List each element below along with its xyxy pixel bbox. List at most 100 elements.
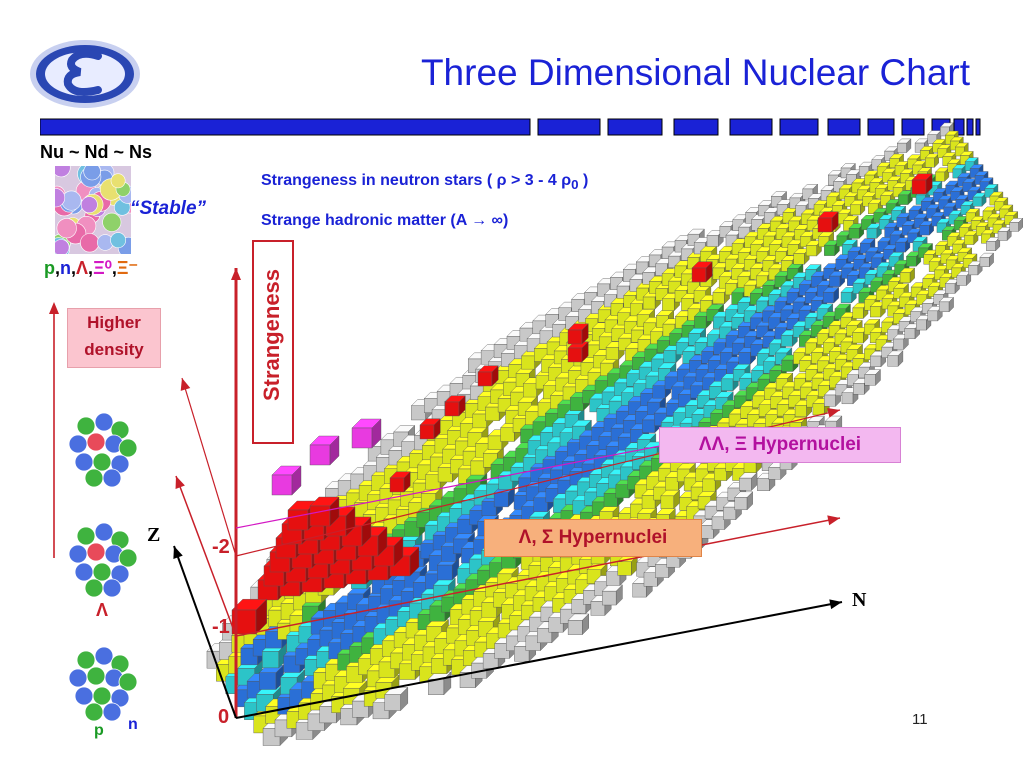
nuclide-cube	[258, 664, 285, 690]
nuclide-cube	[979, 252, 995, 268]
particle-7: ,	[111, 258, 117, 278]
neutron-star-headline: Strangeness in neutron stars ( ρ > 3 - 4…	[261, 172, 588, 192]
nucleon-ball	[94, 412, 114, 432]
title-bar-segment	[673, 118, 719, 136]
quark-ball	[110, 232, 126, 249]
nucleon-ball	[118, 672, 138, 692]
n-axis	[235, 601, 843, 719]
quark-ratio-text: Nu ~ Nd ~ Ns	[40, 142, 153, 162]
nuclide-cube	[1009, 217, 1024, 232]
nucleon-ball	[118, 438, 138, 458]
quark-ball	[55, 166, 71, 178]
n-axis-head	[829, 599, 842, 610]
title-bar-segment	[40, 118, 531, 136]
nuclide-cube	[985, 236, 1001, 252]
strangeness-level-0: 0	[218, 706, 230, 728]
page-number: 11	[912, 711, 928, 728]
level-minus1-line	[235, 517, 841, 637]
lambda-hypernucleus-cube	[419, 418, 441, 440]
lambda-hypernuclei-box: Λ, Σ Hypernuclei	[484, 519, 702, 557]
lambda-hypernucleus-cube	[567, 341, 589, 363]
neutron-star-close: )	[578, 172, 589, 189]
z-axis-head	[173, 546, 183, 559]
epsilon-logo	[30, 40, 140, 108]
magenta-layer-line	[235, 445, 661, 529]
particle-0: p	[44, 258, 55, 278]
higher-density-box: Higher density	[67, 308, 161, 368]
nucleon-ball	[102, 578, 122, 598]
nuclide-cube	[905, 251, 922, 267]
nuclide-cube	[887, 350, 904, 367]
lambda-hypernucleus-cube	[389, 471, 411, 493]
nuclide-cube	[924, 153, 940, 168]
lambda-hypernucleus-cube	[691, 261, 713, 283]
title-bar-segment	[729, 118, 773, 136]
nuclide-cube	[937, 144, 952, 159]
nuclide-cube	[934, 167, 950, 182]
z-axis-label: Z	[147, 524, 161, 546]
stable-label: “Stable”	[130, 198, 207, 219]
double-lambda-hypernucleus-cube	[351, 418, 382, 449]
nuclide-cube	[734, 491, 754, 511]
lambda-hypernucleus-cube	[567, 323, 589, 345]
nuclide-cube	[938, 296, 955, 313]
nuclide-cube	[864, 369, 881, 386]
density-arrow	[49, 302, 59, 558]
density-line-2: density	[84, 340, 144, 359]
particle-list: p,n,Λ,Ξ⁰,Ξ⁻	[44, 258, 138, 279]
nuclide-cube	[823, 239, 840, 257]
nuclide-cube	[657, 362, 677, 382]
nucleus-icon	[68, 412, 138, 488]
nucleon-ball	[76, 416, 96, 436]
particle-8: Ξ⁻	[116, 258, 138, 278]
title-bar-segment	[953, 118, 965, 136]
title-bar-segment	[975, 118, 981, 136]
nuclide-cube	[933, 289, 949, 305]
n-axis-label: N	[852, 589, 867, 611]
strangeness-level-minus1: -1	[212, 616, 230, 638]
nuclide-cube	[436, 557, 460, 581]
nucleon-ball	[102, 468, 122, 488]
nuclide-cube	[972, 192, 987, 207]
level-minus2-z-line	[181, 377, 237, 557]
level-minus1-line-head	[827, 515, 840, 526]
nuclide-cube	[944, 278, 960, 294]
nuclide-cube	[822, 286, 840, 304]
particle-3: ,	[71, 258, 77, 278]
lambda-hypernucleus-cube	[817, 211, 839, 233]
nucleon-ball	[94, 646, 114, 666]
particle-2: n	[60, 258, 72, 278]
title-bar-segment	[537, 118, 601, 136]
proton-label: p	[94, 722, 104, 739]
quark-ball	[80, 196, 98, 214]
nucleon-ball	[110, 454, 130, 474]
particle-5: ,	[88, 258, 94, 278]
neutron-star-text: Strangeness in neutron stars ( ρ > 3 - 4…	[261, 172, 572, 189]
nucleon-ball	[76, 526, 96, 546]
density-line-1: Higher	[87, 313, 141, 332]
hadronic-matter-headline: Strange hadronic matter (A → ∞)	[261, 212, 509, 229]
nuclide-cube	[896, 138, 912, 154]
lambda-hypernucleus-cube	[911, 173, 933, 195]
strangeness-axis-label: Strangeness	[259, 268, 284, 402]
title-bar-segment	[827, 118, 861, 136]
quark-soup-image	[55, 166, 131, 254]
nuclide-cube	[997, 226, 1012, 241]
lambda-hypernucleus-cube	[477, 365, 499, 387]
nucleon-ball	[94, 522, 114, 542]
rho-subscript: 0	[571, 177, 579, 193]
level-minus1-z-line	[175, 475, 237, 637]
page-title: Three Dimensional Nuclear Chart	[420, 52, 970, 93]
nuclide-cube	[660, 489, 681, 510]
quark-ball	[56, 218, 77, 239]
title-bar-segment	[779, 118, 819, 136]
nuclide-cube	[384, 686, 409, 712]
quark-ball	[102, 212, 122, 232]
nucleon-ball	[118, 548, 138, 568]
title-bar-segment	[966, 118, 974, 136]
nuclide-cube	[564, 408, 585, 429]
level-minus1-z-line-head	[175, 476, 185, 489]
lambda-label: Λ	[96, 600, 109, 620]
level-minus2-line-head	[827, 407, 840, 418]
